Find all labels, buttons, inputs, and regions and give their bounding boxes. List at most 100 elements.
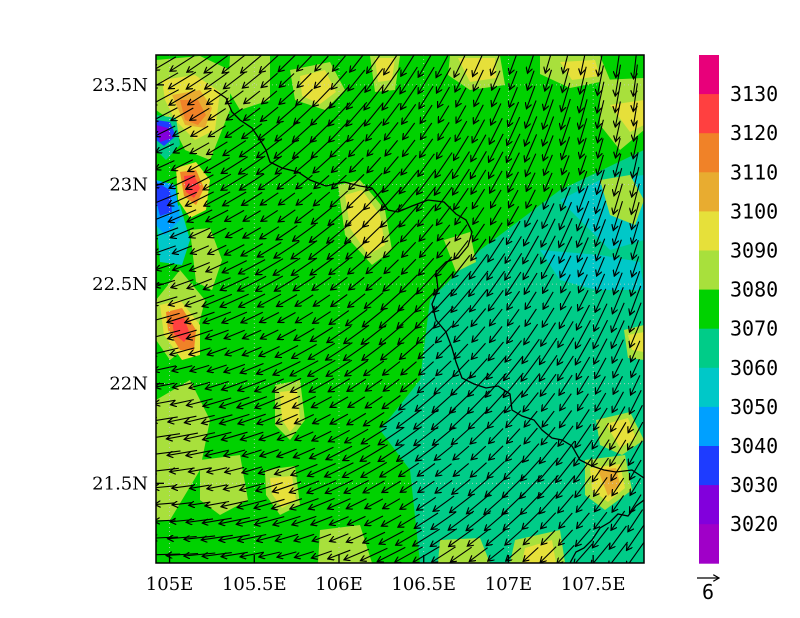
wind-vector bbox=[486, 390, 507, 413]
wind-vector bbox=[454, 55, 466, 78]
colorbar-label: 3050 bbox=[730, 395, 778, 419]
wind-vector bbox=[403, 139, 416, 157]
wind-vector bbox=[437, 137, 452, 159]
wind-vector bbox=[401, 154, 417, 175]
wind-vector bbox=[166, 554, 199, 556]
wind-vector bbox=[510, 70, 518, 90]
wind-vector bbox=[434, 375, 454, 394]
wind-vector bbox=[237, 396, 268, 408]
wind-vector bbox=[592, 439, 610, 467]
wind-vector bbox=[492, 70, 501, 90]
wind-vector bbox=[221, 173, 249, 190]
wind-vector bbox=[491, 103, 502, 126]
wind-vector bbox=[433, 288, 455, 313]
wind-vector bbox=[362, 307, 386, 327]
wind-vector bbox=[545, 55, 552, 73]
wind-vector bbox=[395, 546, 423, 563]
wind-vector bbox=[419, 224, 434, 242]
wind-vector bbox=[415, 392, 438, 411]
wind-vector bbox=[509, 86, 518, 107]
wind-vector bbox=[257, 155, 283, 174]
wind-vector bbox=[400, 66, 418, 94]
wind-vector bbox=[561, 98, 571, 130]
wind-vector bbox=[346, 532, 367, 542]
wind-vector bbox=[225, 90, 244, 104]
x-tick-label: 106E bbox=[315, 574, 363, 595]
wind-vector bbox=[326, 445, 353, 459]
wind-vector bbox=[171, 107, 194, 121]
wind-vector bbox=[436, 360, 452, 376]
wind-vector bbox=[507, 133, 521, 163]
wind-vector bbox=[362, 341, 387, 360]
wind-vector bbox=[450, 494, 473, 513]
wind-vector bbox=[538, 474, 559, 498]
wind-vector bbox=[436, 55, 449, 77]
wind-vector bbox=[579, 99, 588, 129]
wind-vector bbox=[294, 156, 315, 174]
wind-vector bbox=[242, 466, 263, 473]
wind-vector bbox=[559, 306, 573, 329]
wind-vector bbox=[398, 324, 420, 345]
wind-vector bbox=[241, 243, 264, 256]
wind-vector bbox=[453, 307, 470, 328]
wind-vector bbox=[632, 240, 639, 259]
wind-vector bbox=[383, 275, 400, 291]
wind-vector bbox=[382, 67, 401, 94]
wind-vector bbox=[614, 168, 623, 196]
wind-vector bbox=[255, 395, 284, 408]
wind-vector bbox=[402, 258, 417, 274]
wind-vector bbox=[384, 122, 399, 140]
wind-vector bbox=[397, 444, 422, 462]
wind-vector bbox=[224, 483, 246, 489]
wind-vector bbox=[581, 55, 586, 74]
wind-vector bbox=[168, 329, 197, 339]
wind-vector bbox=[452, 255, 471, 278]
wind-vector bbox=[544, 84, 553, 110]
wind-vector bbox=[222, 380, 248, 390]
wind-vector bbox=[347, 85, 367, 109]
wind-vector bbox=[367, 55, 381, 74]
wind-vector bbox=[594, 303, 608, 332]
x-tick-label: 105E bbox=[146, 574, 194, 595]
wind-vector bbox=[520, 492, 542, 514]
wind-vector bbox=[507, 220, 521, 244]
wind-vector bbox=[434, 306, 454, 328]
wind-vector bbox=[365, 498, 384, 509]
wind-vector bbox=[292, 515, 317, 525]
wind-vector bbox=[417, 186, 437, 212]
wind-vector bbox=[557, 337, 575, 365]
wind-vector bbox=[612, 302, 625, 332]
wind-vector bbox=[207, 347, 227, 355]
wind-vector bbox=[277, 448, 297, 457]
wind-vector bbox=[542, 203, 555, 228]
wind-vector bbox=[562, 136, 571, 160]
wind-vector bbox=[631, 183, 640, 215]
wind-vector bbox=[240, 362, 264, 374]
wind-vector bbox=[398, 186, 420, 212]
wind-vector bbox=[418, 377, 436, 393]
wind-vector bbox=[345, 360, 369, 377]
wind-vector bbox=[418, 205, 435, 227]
wind-vector bbox=[596, 273, 606, 293]
wind-vector bbox=[630, 302, 642, 333]
contour-patch bbox=[180, 100, 206, 125]
wind-vector bbox=[614, 239, 622, 260]
wind-vector bbox=[431, 511, 457, 530]
wind-vector bbox=[242, 449, 262, 456]
wind-vector bbox=[438, 86, 450, 108]
wind-vector bbox=[597, 81, 605, 113]
wind-vector bbox=[451, 270, 472, 296]
wind-vector bbox=[294, 104, 315, 125]
wind-vector bbox=[541, 322, 556, 346]
wind-vector bbox=[308, 462, 336, 477]
wind-vector bbox=[490, 326, 503, 342]
wind-vector bbox=[204, 157, 230, 173]
wind-vector bbox=[260, 226, 280, 239]
wind-vector bbox=[559, 529, 574, 545]
wind-vector bbox=[630, 321, 642, 347]
wind-vector bbox=[418, 153, 435, 177]
wind-vector bbox=[579, 81, 588, 113]
wind-vector bbox=[311, 137, 333, 158]
wind-vector bbox=[381, 514, 402, 526]
wind-vector bbox=[241, 55, 263, 73]
